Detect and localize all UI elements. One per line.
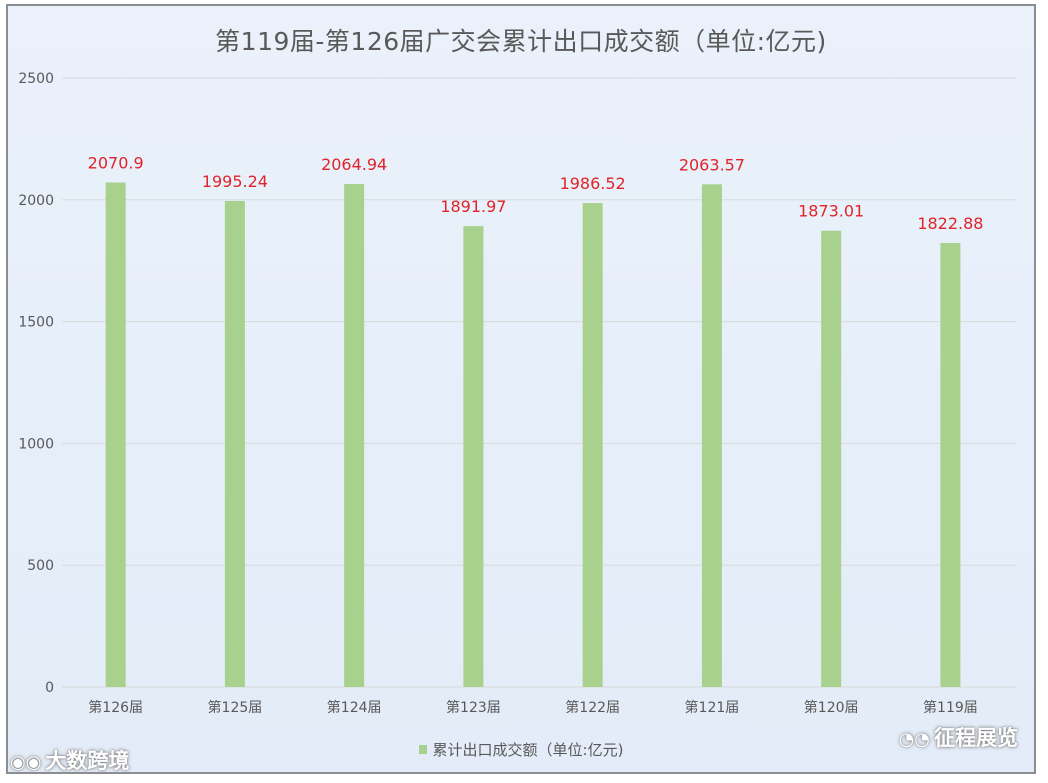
- y-tick-label: 1000: [18, 436, 54, 452]
- bars: [105, 182, 961, 688]
- chart-frame: 第119届-第126届广交会累计出口成交额（单位:亿元) 0 500 1000 150…: [6, 4, 1036, 774]
- chart-plot: 0 500 1000 1500 2000 2500 2070.9 1995.24 2064.9…: [18, 71, 1016, 716]
- x-tick-label: 第119届: [923, 699, 978, 716]
- x-tick-label: 第125届: [208, 699, 263, 716]
- x-axis-ticks: 第126届 第125届 第124届 第123届 第122届 第121届 第120届 第119届: [88, 699, 977, 716]
- data-label: 2064.94: [321, 155, 387, 174]
- bar: [224, 200, 245, 687]
- y-tick-label: 2000: [18, 193, 54, 209]
- y-tick-label: 0: [45, 680, 54, 696]
- y-tick-label: 500: [27, 558, 54, 574]
- bar: [105, 182, 126, 688]
- data-labels: 2070.9 1995.24 2064.94 1891.97 1986.52 2063.5…: [88, 154, 984, 233]
- bar: [582, 203, 603, 687]
- x-tick-label: 第122届: [565, 699, 620, 716]
- data-label: 1822.88: [917, 214, 983, 233]
- x-tick-label: 第124届: [327, 699, 382, 716]
- watermark-left: ◉◉ 大数跨境: [10, 745, 129, 775]
- bar: [940, 242, 961, 688]
- data-label: 2063.57: [679, 155, 745, 174]
- data-label: 1995.24: [202, 172, 268, 191]
- bar: [463, 226, 484, 688]
- weibo-icon: ◉◉: [10, 752, 42, 773]
- bar: [344, 183, 365, 687]
- y-axis-ticks: 0 500 1000 1500 2000 2500: [18, 71, 54, 696]
- legend-swatch: [418, 745, 427, 754]
- data-label: 1873.01: [798, 202, 864, 221]
- legend-label: 累计出口成交额（单位:亿元): [432, 741, 624, 759]
- watermark-right-text: 征程展览: [934, 726, 1018, 750]
- x-tick-label: 第123届: [446, 699, 501, 716]
- data-label: 2070.9: [88, 154, 144, 173]
- x-tick-label: 第126届: [88, 699, 143, 716]
- watermark-left-text: 大数跨境: [45, 749, 130, 773]
- chart-title: 第119届-第126届广交会累计出口成交额（单位:亿元): [215, 27, 827, 56]
- gridlines: [62, 77, 1016, 688]
- bar: [821, 230, 842, 688]
- data-label: 1986.52: [560, 174, 626, 193]
- x-tick-label: 第121届: [685, 699, 740, 716]
- data-label: 1891.97: [440, 197, 506, 216]
- bar: [701, 184, 722, 688]
- legend: 累计出口成交额（单位:亿元): [8, 739, 1034, 760]
- watermark-right: ◔◔ 征程展览: [899, 722, 1018, 752]
- wechat-icon: ◔◔: [898, 729, 930, 750]
- y-tick-label: 2500: [18, 71, 54, 87]
- x-tick-label: 第120届: [804, 699, 859, 716]
- y-tick-label: 1500: [18, 315, 54, 331]
